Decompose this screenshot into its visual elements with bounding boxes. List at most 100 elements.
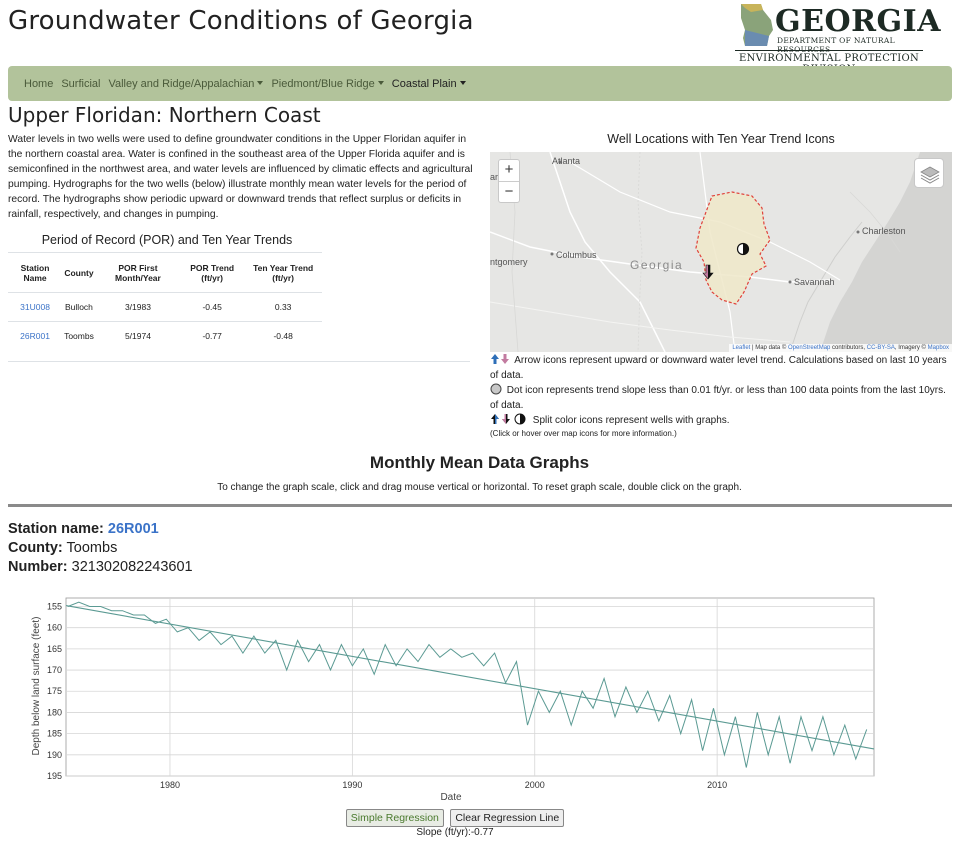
license-link[interactable]: CC-BY-SA	[866, 345, 895, 351]
caret-down-icon	[257, 80, 264, 85]
layers-button[interactable]	[914, 158, 944, 188]
y-axis-label: Depth below land surface (feet)	[31, 617, 42, 756]
mapbox-link[interactable]: Mapbox	[927, 345, 949, 351]
graphs-help-text: To change the graph scale, click and dra…	[217, 482, 742, 493]
cell-por-first: 5/1974	[95, 321, 181, 351]
county-label: County:	[8, 540, 63, 556]
station-info: Station name: 26R001 County: Toombs Numb…	[8, 520, 193, 577]
map-label-columbus: Columbus	[556, 250, 597, 260]
nav-valley-ridge-dropdown[interactable]: Valley and Ridge/Appalachian	[108, 78, 264, 90]
leaflet-link[interactable]: Leaflet	[732, 345, 751, 351]
map-legend: Arrow icons represent upward or downward…	[490, 353, 952, 440]
y-tick-label: 195	[47, 771, 62, 781]
site-title: Groundwater Conditions of Georgia	[8, 6, 474, 36]
map-label-atlanta: Atlanta	[552, 156, 581, 166]
georgia-state-icon	[741, 4, 773, 46]
legend-dot: Dot icon represents trend slope less tha…	[490, 383, 946, 411]
simple-regression-button[interactable]: Simple Regression	[345, 809, 444, 827]
slope-value: -0.77	[470, 827, 494, 838]
legend-note: (Click or hover over map icons for more …	[490, 429, 677, 438]
layers-icon	[920, 166, 940, 184]
up-down-arrow-icon	[491, 354, 509, 364]
map-label-charleston: Charleston	[862, 226, 906, 236]
legend-split: Split color icons represent wells with g…	[490, 413, 952, 428]
y-tick-label: 185	[47, 729, 62, 739]
y-axis-ticks: 155 160 165 170 175 180 185 190 195	[47, 601, 62, 781]
split-color-icons	[491, 413, 526, 425]
cell-por-trend: -0.77	[180, 321, 245, 351]
trend-table: Station Name County POR First Month/Year…	[8, 252, 322, 351]
split-down-arrow-icon-26r001[interactable]	[702, 264, 714, 280]
map-label-edge: ar	[490, 172, 499, 182]
y-tick-label: 175	[47, 686, 62, 696]
zoom-out-button[interactable]: −	[499, 181, 519, 202]
y-tick-label: 170	[47, 665, 62, 675]
nav-surficial[interactable]: Surficial	[61, 77, 101, 90]
map-base	[490, 152, 952, 352]
gray-dot-icon	[490, 383, 502, 395]
logo-name: GEORGIA	[775, 4, 941, 39]
table-row: 31U008 Bulloch 3/1983 -0.45 0.33	[8, 292, 322, 322]
col-por-trend: POR Trend (ft/yr)	[190, 262, 235, 283]
trend-table-heading: Period of Record (POR) and Ten Year Tren…	[41, 233, 293, 247]
intro-paragraph: Water levels in two wells were used to d…	[8, 134, 473, 220]
cell-ten-year-trend: -0.48	[244, 321, 322, 351]
nav-piedmont-dropdown[interactable]: Piedmont/Blue Ridge	[271, 78, 384, 90]
graphs-heading: Monthly Mean Data Graphs	[369, 453, 590, 472]
station-link-26r001[interactable]: 26R001	[20, 331, 50, 342]
map-label-montgomery: ntgomery	[490, 257, 528, 267]
cell-por-trend: -0.45	[180, 292, 245, 322]
x-tick-label: 2000	[525, 780, 545, 790]
x-tick-label: 1990	[342, 780, 362, 790]
y-tick-label: 165	[47, 644, 62, 654]
col-ten-year-trend: Ten Year Trend (ft/yr)	[253, 262, 314, 283]
regression-line	[65, 605, 875, 750]
x-axis-ticks: 1980 1990 2000 2010	[160, 780, 727, 790]
georgia-epd-logo[interactable]: GEORGIA DEPARTMENT OF NATURAL RESOURCES …	[735, 2, 940, 75]
x-axis-label: Date	[440, 792, 462, 803]
page-heading: Upper Floridan: Northern Coast	[8, 103, 321, 127]
nav-coastal-plain-dropdown[interactable]: Coastal Plain	[392, 78, 466, 90]
split-dot-icon-31u008[interactable]	[736, 242, 750, 256]
station-link-31u008[interactable]: 31U008	[20, 302, 50, 312]
section-divider	[8, 504, 952, 507]
legend-arrow: Arrow icons represent upward or downward…	[490, 354, 947, 381]
y-tick-label: 155	[47, 601, 62, 611]
table-divider	[8, 361, 470, 362]
map-title: Well Locations with Ten Year Trend Icons	[607, 132, 835, 146]
clear-regression-button[interactable]: Clear Regression Line	[450, 809, 565, 827]
station-name-label: Station name:	[8, 521, 104, 537]
caret-down-icon	[459, 80, 466, 85]
map-label-georgia: Georgia	[630, 258, 684, 272]
hydrograph-chart[interactable]: 155 160 165 170 175 180 185 190 195 1980 1990 2000…	[20, 586, 890, 808]
y-tick-label: 160	[47, 623, 62, 633]
cell-ten-year-trend: 0.33	[244, 292, 322, 322]
map-label-savannah: Savannah	[794, 277, 835, 287]
county-value: Toombs	[66, 540, 118, 556]
col-county: County	[64, 267, 94, 278]
cell-por-first: 3/1983	[95, 292, 181, 322]
number-label: Number:	[8, 559, 68, 575]
slope-readout: Slope (ft/yr):-0.77	[0, 827, 910, 838]
y-tick-label: 190	[47, 750, 62, 760]
col-por-first: POR First Month/Year	[115, 262, 161, 283]
slope-label: Slope (ft/yr):	[416, 827, 471, 838]
x-tick-label: 2010	[707, 780, 727, 790]
osm-link[interactable]: OpenStreetMap	[788, 345, 831, 351]
observed-line	[67, 601, 868, 768]
well-map[interactable]: Atlanta ar Columbus ntgomery Georgia Cha…	[490, 152, 952, 352]
plot-area	[65, 597, 875, 777]
map-attribution: Leaflet | Map data © OpenStreetMap contr…	[729, 344, 952, 352]
chart-grid	[65, 597, 875, 777]
caret-down-icon	[377, 80, 384, 85]
x-tick-label: 1980	[160, 780, 180, 790]
main-navbar: Home Surficial Valley and Ridge/Appalach…	[8, 66, 952, 101]
regression-controls: Simple Regression Clear Regression Line	[0, 808, 910, 827]
zoom-in-button[interactable]: +	[504, 161, 514, 178]
station-name-value: 26R001	[107, 521, 159, 537]
cell-county: Toombs	[62, 321, 96, 351]
nav-home[interactable]: Home	[24, 77, 54, 90]
col-station-name: Station Name	[20, 262, 50, 283]
cell-county: Bulloch	[62, 292, 96, 322]
table-row: 26R001 Toombs 5/1974 -0.77 -0.48	[8, 321, 322, 351]
